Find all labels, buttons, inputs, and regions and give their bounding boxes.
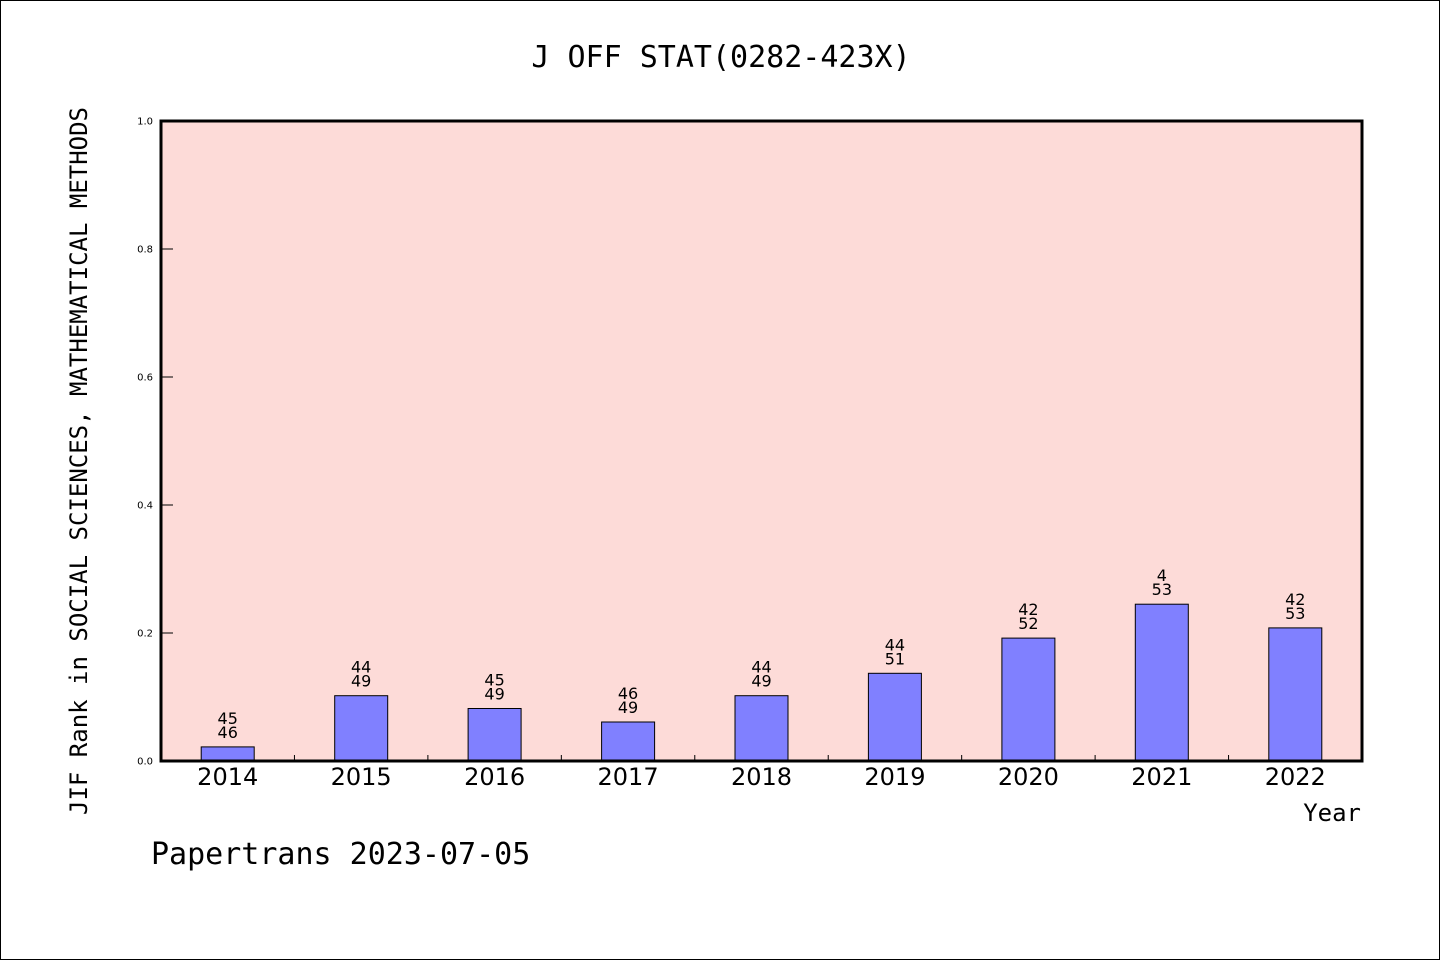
x-tick-label-2017: 2017 (598, 763, 659, 791)
bar-2019 (867, 672, 922, 762)
x-axis: 2014 2015 2016 2017 2018 2019 2020 2021 2022 (197, 755, 1326, 791)
x-tick-label-2021: 2021 (1131, 763, 1192, 791)
bar-total-label-2015: 49 (351, 672, 371, 691)
bar-rank-label-2022: 42 (1285, 590, 1305, 609)
bar-rank-label-2014: 45 (218, 709, 238, 728)
x-tick-label-2022: 2022 (1265, 763, 1326, 791)
bar-2021 (1134, 603, 1189, 762)
chart-title: J OFF STAT(0282-423X) (531, 40, 910, 75)
bar-2017 (601, 721, 656, 762)
bar-2016 (467, 708, 522, 762)
x-tick-label-2018: 2018 (731, 763, 792, 791)
bar-total-label-2018: 49 (751, 672, 771, 691)
bar-rank-label-2019: 44 (885, 635, 905, 654)
y-tick-label-0.8: 0.8 (137, 245, 153, 256)
footer-credit: Papertrans 2023-07-05 (151, 837, 530, 872)
y-tick-label-0.4: 0.4 (137, 501, 153, 512)
bar-total-label-2021: 53 (1152, 580, 1172, 599)
bar-total-label-2019: 51 (885, 649, 905, 668)
bar-rank-label-2016: 45 (484, 671, 504, 690)
y-tick-label-0.0: 0.0 (137, 757, 153, 768)
x-axis-label: Year (1303, 799, 1361, 827)
y-tick-label-1.0: 1.0 (137, 117, 153, 128)
bar-2022 (1268, 627, 1323, 762)
bar-rank-label-2015: 44 (351, 658, 371, 677)
bar-rank-label-2021: 4 (1157, 566, 1167, 585)
y-tick-label-0.6: 0.6 (137, 373, 153, 384)
bar-total-label-2022: 53 (1285, 604, 1305, 623)
bar-total-label-2017: 49 (618, 698, 638, 717)
bar-total-label-2014: 46 (218, 723, 238, 742)
x-tick-label-2016: 2016 (464, 763, 525, 791)
bar-2020 (1001, 637, 1056, 762)
bar-rank-label-2018: 44 (751, 658, 771, 677)
bar-rank-label-2017: 46 (618, 684, 638, 703)
bar-total-label-2016: 49 (484, 685, 504, 704)
bars-group (200, 603, 1323, 762)
bar-rank-label-2020: 42 (1018, 600, 1038, 619)
bar-2014 (200, 746, 255, 762)
bar-2018 (734, 695, 789, 762)
bar-total-label-2020: 52 (1018, 614, 1038, 633)
x-tick-label-2015: 2015 (331, 763, 392, 791)
x-tick-label-2014: 2014 (197, 763, 258, 791)
y-axis-label: JIF Rank in SOCIAL SCIENCES, MATHEMATICA… (65, 107, 93, 815)
x-tick-label-2020: 2020 (998, 763, 1059, 791)
bar-2015 (334, 695, 389, 762)
y-tick-label-0.2: 0.2 (137, 629, 153, 640)
plot-frame (159, 119, 1364, 763)
x-tick-label-2019: 2019 (864, 763, 925, 791)
